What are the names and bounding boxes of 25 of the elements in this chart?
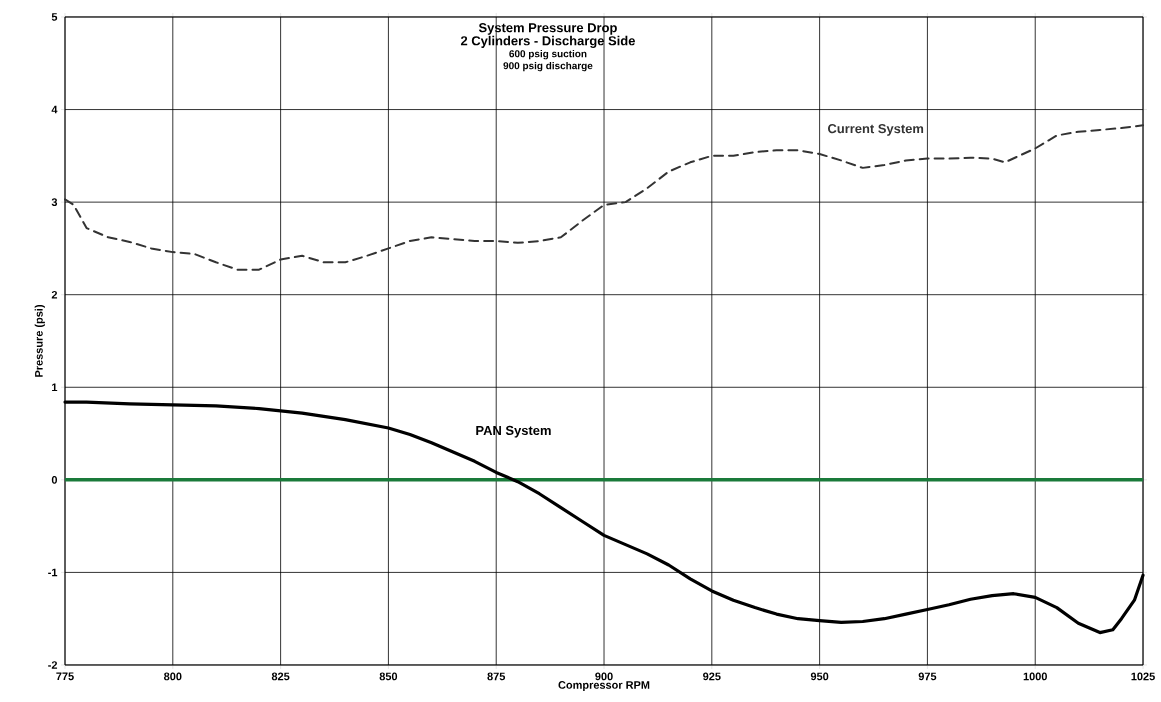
x-tick-label: 975 bbox=[918, 672, 937, 681]
x-tick-label: 900 bbox=[595, 672, 613, 681]
series-label: Current System bbox=[827, 124, 924, 136]
y-tick-label: -1 bbox=[48, 568, 58, 577]
x-tick-label: 775 bbox=[56, 672, 74, 681]
x-tick-label: 850 bbox=[379, 672, 398, 681]
y-tick-label: 3 bbox=[51, 198, 58, 207]
line-series bbox=[64, 124, 1145, 271]
y-tick-label: 0 bbox=[51, 475, 58, 484]
y-axis-title: Pressure (psi) bbox=[34, 305, 45, 377]
y-tick-label: 5 bbox=[51, 13, 58, 21]
annotation: 600 psig suction bbox=[509, 49, 587, 60]
x-tick-label: 825 bbox=[271, 672, 290, 681]
x-tick-label: 800 bbox=[164, 672, 182, 681]
y-tick-label: 4 bbox=[51, 105, 58, 114]
x-tick-label: 1025 bbox=[1131, 672, 1155, 681]
x-tick-label: 950 bbox=[810, 672, 829, 681]
x-tick-label: 1000 bbox=[1023, 672, 1047, 681]
annotation: 900 psig discharge bbox=[503, 61, 593, 72]
y-tick-label: -2 bbox=[48, 661, 58, 669]
y-tick-label: 1 bbox=[52, 383, 58, 392]
y-tick-label: 2 bbox=[51, 290, 58, 299]
x-axis-title: Compressor RPM bbox=[558, 681, 650, 692]
x-tick-label: 925 bbox=[703, 672, 721, 681]
x-tick-label: 875 bbox=[487, 672, 506, 681]
